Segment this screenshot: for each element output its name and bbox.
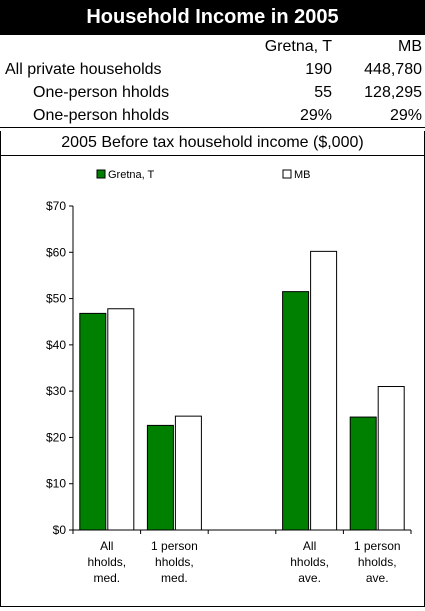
legend-swatch — [282, 169, 292, 179]
y-tick-label: $40 — [46, 338, 66, 352]
x-tick-label: 1 person hholds, med. — [151, 539, 198, 585]
chart-container: Gretna, T MB $0 $10 $20 $30 $40 $50 $60 $70 All hho… — [0, 155, 425, 607]
x-tick-label-line: All — [303, 539, 316, 553]
table-header-row: Gretna, T MB — [0, 35, 425, 58]
x-tick-label: 1 person hholds, ave. — [354, 539, 401, 585]
row-label: One-person hholds — [0, 104, 192, 128]
table-row: One-person hholds 29% 29% — [0, 104, 425, 128]
legend-label: MB — [294, 169, 311, 181]
x-tick-label-line: hholds, — [155, 555, 194, 569]
bar — [146, 424, 174, 531]
x-tick-label-line: hholds, — [290, 555, 329, 569]
x-tick-label-line: ave. — [366, 571, 389, 585]
y-tick-label: $70 — [46, 199, 66, 213]
bar — [377, 386, 405, 531]
table-row: All private households 190 448,780 — [0, 58, 425, 81]
x-tick-label: All hholds, med. — [87, 539, 126, 585]
y-tick-label: $20 — [46, 430, 66, 444]
y-tick-label: $60 — [46, 245, 66, 259]
income-table: Gretna, T MB All private households 190 … — [0, 35, 425, 128]
row-value-gretna: 29% — [192, 104, 342, 128]
bar — [349, 416, 377, 531]
legend-swatch — [96, 169, 106, 179]
table-row: One-person hholds 55 128,295 — [0, 81, 425, 104]
row-label: All private households — [5, 61, 162, 78]
x-tick-label-line: 1 person — [151, 539, 198, 553]
y-tick-label: $0 — [53, 523, 67, 537]
x-tick-label-line: All — [100, 539, 113, 553]
x-tick-label-line: 1 person — [354, 539, 401, 553]
bar — [79, 312, 107, 531]
legend-label: Gretna, T — [108, 169, 155, 181]
y-tick-label: $50 — [46, 292, 66, 306]
table-header-label — [0, 35, 192, 58]
page-title: Household Income in 2005 — [0, 0, 425, 35]
x-tick-label-line: med. — [93, 571, 120, 585]
table-header-gretna: Gretna, T — [264, 38, 332, 55]
table-header-mb: MB — [398, 38, 422, 55]
bar — [282, 291, 310, 531]
bar — [310, 250, 338, 531]
bar — [107, 308, 135, 531]
row-value-mb: 448,780 — [364, 61, 422, 78]
bar — [174, 415, 202, 531]
row-value-gretna: 55 — [314, 84, 332, 101]
x-tick-label: All hholds, ave. — [290, 539, 329, 585]
row-label: One-person hholds — [33, 84, 170, 101]
x-tick-label-line: med. — [161, 571, 188, 585]
bar-chart: Gretna, T MB $0 $10 $20 $30 $40 $50 $60 $70 All hho… — [46, 169, 412, 585]
row-value-mb: 128,295 — [364, 84, 422, 101]
chart-title: 2005 Before tax household income ($,000) — [0, 131, 425, 156]
x-tick-label-line: hholds, — [358, 555, 397, 569]
x-tick-label-line: ave. — [298, 571, 321, 585]
x-tick-label-line: hholds, — [87, 555, 126, 569]
y-tick-label: $30 — [46, 384, 66, 398]
y-tick-label: $10 — [46, 477, 66, 491]
row-value-gretna: 190 — [305, 61, 332, 78]
row-value-mb: 29% — [342, 104, 425, 128]
